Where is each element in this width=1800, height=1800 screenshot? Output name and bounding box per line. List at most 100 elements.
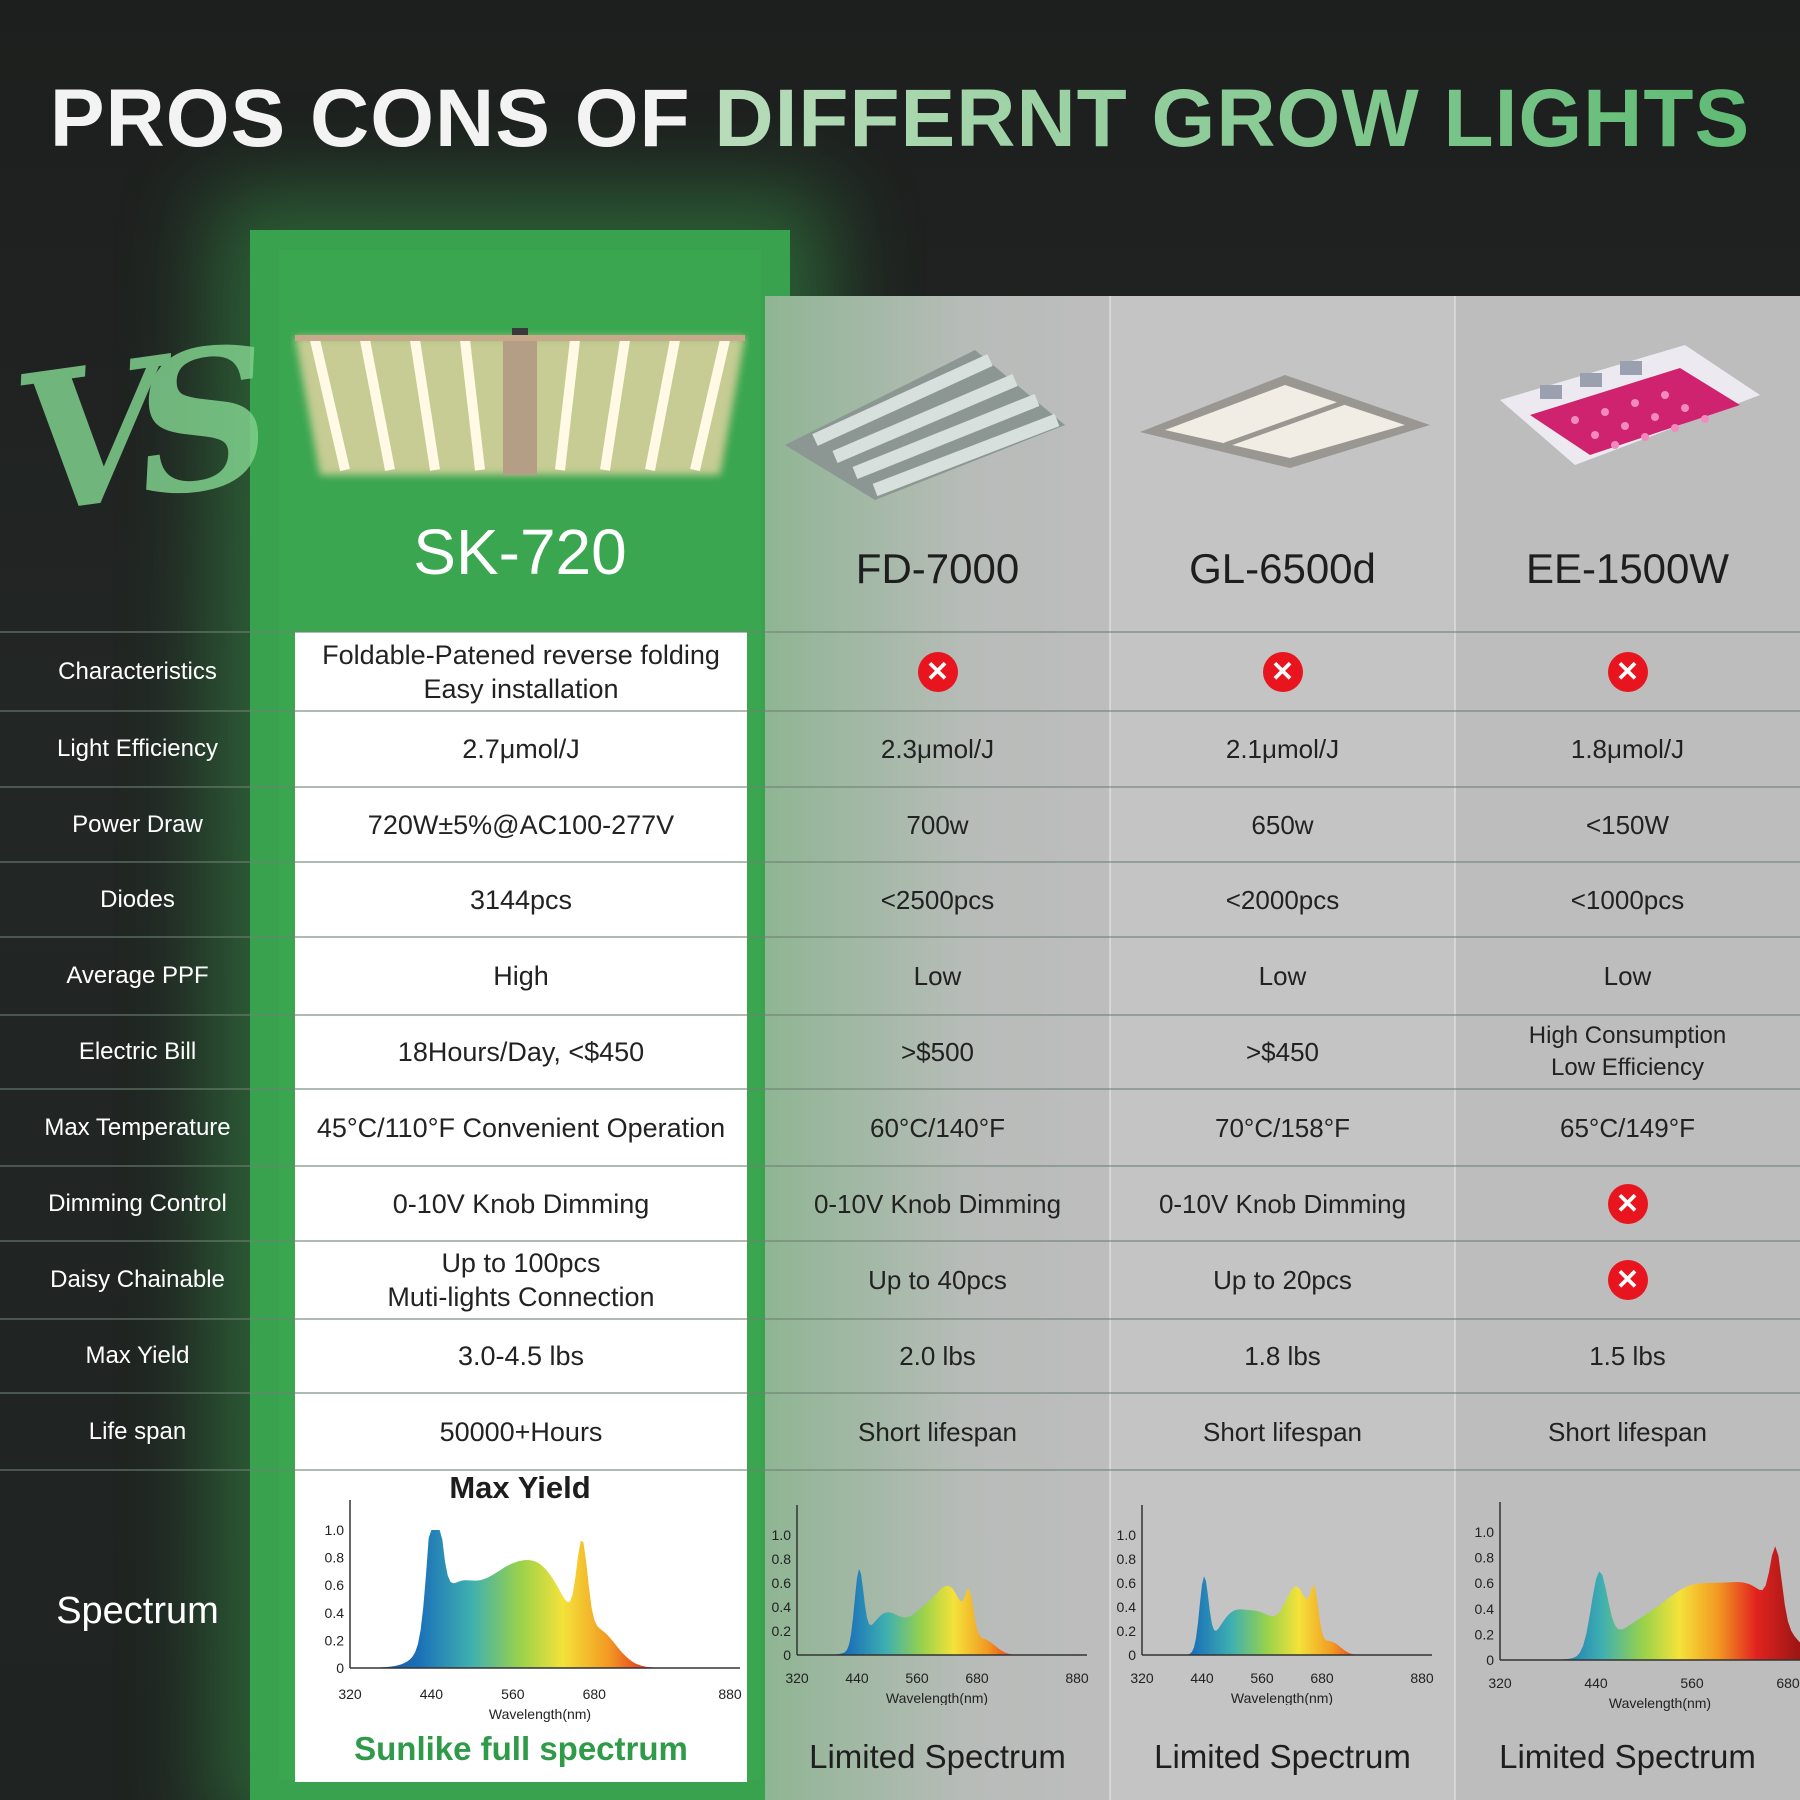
column-divider bbox=[1454, 296, 1456, 1800]
vs-logo: VS bbox=[3, 305, 258, 558]
y-tick-label: 0.8 bbox=[325, 1550, 345, 1566]
fd-value: Up to 40pcs bbox=[765, 1264, 1110, 1296]
gl-value: 0-10V Knob Dimming bbox=[1110, 1188, 1455, 1220]
value-line: Foldable-Patened reverse folding bbox=[322, 639, 720, 670]
ee-value: <1000pcs bbox=[1455, 884, 1800, 916]
row-divider bbox=[0, 1014, 1800, 1016]
value-line: High Consumption bbox=[1528, 1022, 1727, 1049]
model-name-gl6500d: GL-6500d bbox=[1189, 545, 1376, 592]
sk720-spectrum-caption: Sunlike full spectrum bbox=[354, 1730, 688, 1767]
fd7000-spectrum-chart: 0 0.2 0.4 0.6 0.8 1.0 320 440 560 680 880 Wavelengt… bbox=[772, 1505, 1089, 1705]
x-tick-label: 880 bbox=[718, 1686, 742, 1702]
x-tick-label: 320 bbox=[338, 1686, 362, 1702]
x-axis-label: Wavelength(nm) bbox=[1609, 1695, 1711, 1711]
row-label: Electric Bill bbox=[78, 1038, 197, 1065]
ee-value: ✕ bbox=[1455, 651, 1800, 692]
fd-value: >$500 bbox=[765, 1036, 1110, 1068]
value-line: Up to 100pcs bbox=[441, 1248, 601, 1278]
value-line: 700w bbox=[906, 809, 969, 840]
column-divider bbox=[1109, 296, 1111, 1800]
x-tick-label: 680 bbox=[965, 1670, 989, 1686]
value-line: 18Hours/Day, <$450 bbox=[397, 1037, 645, 1067]
gl6500d-spectrum-caption: Limited Spectrum bbox=[1154, 1738, 1411, 1775]
value-line: Low bbox=[1603, 961, 1652, 991]
row-label: Light Efficiency bbox=[57, 735, 218, 762]
value-line: 0-10V Knob Dimming bbox=[813, 1188, 1062, 1219]
ee-value: 65°C/149°F bbox=[1455, 1112, 1800, 1144]
y-tick-label: 0 bbox=[1486, 1652, 1494, 1668]
y-tick-label: 0.4 bbox=[1117, 1599, 1137, 1615]
gl6500d-light-image bbox=[1140, 375, 1430, 468]
value-line: 0-10V Knob Dimming bbox=[1158, 1188, 1407, 1219]
cross-icon: ✕ bbox=[1607, 651, 1648, 692]
gl-value: 2.1μmol/J bbox=[1110, 733, 1455, 765]
row-label: Power Draw bbox=[72, 810, 203, 838]
value-line: 2.7μmol/J bbox=[462, 734, 580, 764]
value-line: <150W bbox=[1585, 809, 1670, 840]
value-line: 50000+Hours bbox=[439, 1416, 603, 1447]
row-max-yield: Max Yield 3.0-4.5 lbs 2.0 lbs 1.8 lbs 1.5 lb… bbox=[0, 1319, 1800, 1393]
value-line: Short lifespan bbox=[1203, 1416, 1362, 1447]
spectrum-curve bbox=[350, 1530, 730, 1668]
spectrum-label: Spectrum bbox=[56, 1590, 219, 1632]
value-line: 3.0-4.5 lbs bbox=[457, 1341, 585, 1371]
x-tick-label: 440 bbox=[420, 1686, 444, 1702]
value-line: 45°C/110°F Convenient Operation bbox=[316, 1112, 726, 1143]
value-line: Low bbox=[1258, 961, 1307, 991]
row-divider bbox=[0, 936, 1800, 938]
x-tick-label: 440 bbox=[845, 1670, 869, 1686]
x-tick-label: 880 bbox=[1065, 1670, 1089, 1686]
fd7000-light-image bbox=[785, 350, 1065, 500]
sk720-spectrum-chart: 0 0.2 0.4 0.6 0.8 1.0 320 440 560 680 880 Wavelengt… bbox=[325, 1500, 742, 1722]
fd-value: 60°C/140°F bbox=[765, 1112, 1110, 1144]
y-tick-label: 1.0 bbox=[325, 1522, 345, 1538]
y-tick-label: 0.6 bbox=[1475, 1575, 1495, 1591]
row-divider bbox=[0, 786, 1800, 788]
value-line: 65°C/149°F bbox=[1560, 1112, 1695, 1143]
cross-icon: ✕ bbox=[917, 651, 958, 692]
y-tick-label: 0.2 bbox=[1475, 1626, 1495, 1642]
spectrum-curve bbox=[797, 1568, 1077, 1655]
sk720-value: 720W±5%@AC100-277V bbox=[295, 808, 747, 842]
row-divider bbox=[0, 1240, 1800, 1242]
value-line: 2.3μmol/J bbox=[880, 734, 995, 764]
column-bg-gl6500d bbox=[1110, 296, 1455, 1800]
sk720-value: 45°C/110°F Convenient Operation bbox=[295, 1111, 747, 1145]
fd-value: Short lifespan bbox=[765, 1416, 1110, 1448]
row-light-efficiency: Light Efficiency 2.7μmol/J 2.3μmol/J 2.1μmo… bbox=[0, 711, 1800, 787]
y-tick-label: 0.4 bbox=[1475, 1601, 1495, 1617]
x-tick-label: 560 bbox=[501, 1686, 525, 1702]
ee-value: Short lifespan bbox=[1455, 1416, 1800, 1448]
row-dimming-control: Dimming Control 0-10V Knob Dimming 0-10V K… bbox=[0, 1166, 1800, 1241]
y-tick-label: 0.8 bbox=[772, 1551, 792, 1567]
sk720-value: 3.0-4.5 lbs bbox=[295, 1339, 747, 1373]
y-tick-label: 0.2 bbox=[772, 1623, 792, 1639]
x-tick-label: 320 bbox=[785, 1670, 809, 1686]
ee1500w-spectrum-caption: Limited Spectrum bbox=[1499, 1738, 1756, 1775]
ee-value: 1.5 lbs bbox=[1455, 1340, 1800, 1372]
value-line: Short lifespan bbox=[858, 1416, 1017, 1447]
row-label: Dimming Control bbox=[48, 1189, 227, 1217]
fd-value: ✕ bbox=[765, 651, 1110, 692]
spectrum-curve bbox=[1142, 1576, 1422, 1655]
x-tick-label: 880 bbox=[1410, 1670, 1434, 1686]
gl-value: Up to 20pcs bbox=[1110, 1264, 1455, 1296]
ee1500w-light-image bbox=[1500, 345, 1760, 465]
x-axis-label: Wavelength(nm) bbox=[489, 1706, 591, 1722]
value-line: 70°C/158°F bbox=[1215, 1112, 1350, 1143]
row-diodes: Diodes 3144pcs <2500pcs <2000pcs <1000pcs bbox=[0, 862, 1800, 937]
value-line: >$500 bbox=[900, 1037, 975, 1067]
value-line: <1000pcs bbox=[1570, 884, 1685, 915]
gl-value: 650w bbox=[1110, 809, 1455, 841]
ee1500w-spectrum-chart: 0 0.2 0.4 0.6 0.8 1.0 320 440 560 680 Wavelength(n… bbox=[1475, 1502, 1800, 1711]
value-line: High bbox=[493, 961, 549, 991]
gl-value: 70°C/158°F bbox=[1110, 1112, 1455, 1144]
value-line: 0-10V Knob Dimming bbox=[392, 1188, 650, 1219]
gl-value: >$450 bbox=[1110, 1036, 1455, 1068]
gl6500d-spectrum-chart: 0 0.2 0.4 0.6 0.8 1.0 320 440 560 680 880 Wavelengt… bbox=[1117, 1505, 1434, 1705]
sk720-light-image bbox=[295, 328, 745, 475]
x-tick-label: 320 bbox=[1488, 1675, 1512, 1691]
row-divider bbox=[0, 1318, 1800, 1320]
x-axis-label: Wavelength(nm) bbox=[1231, 1690, 1333, 1705]
fd7000-spectrum-caption: Limited Spectrum bbox=[809, 1738, 1066, 1775]
